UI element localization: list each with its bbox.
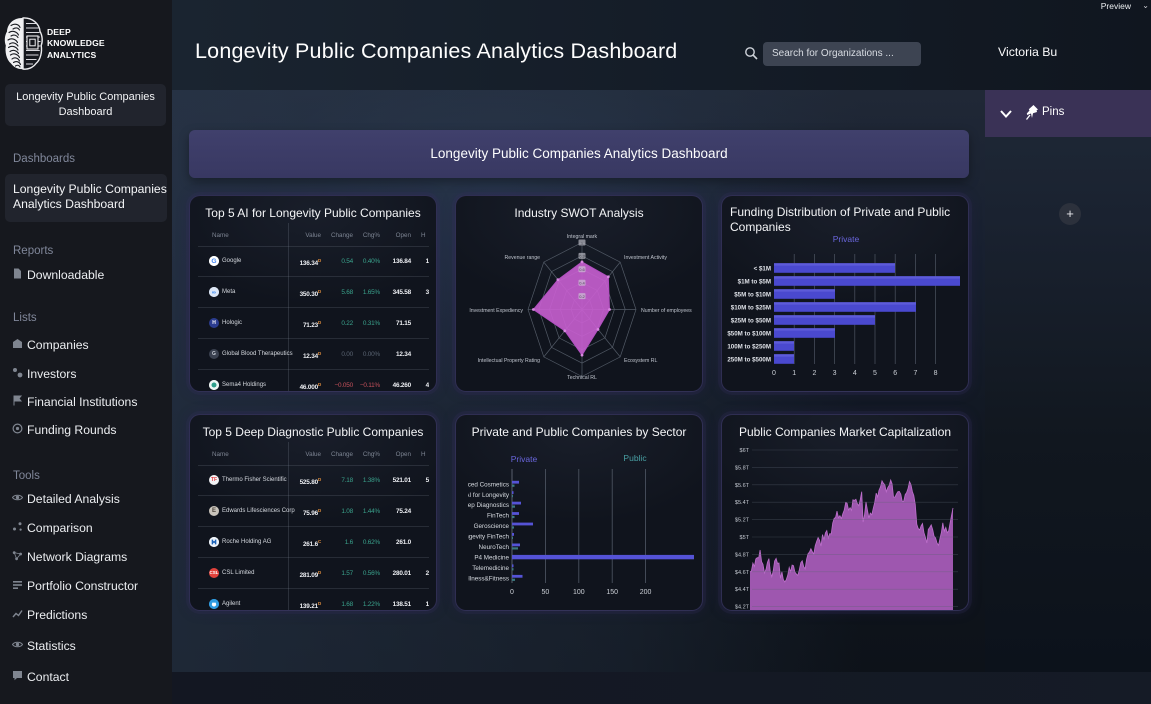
svg-text:$50M to $100M: $50M to $100M: [727, 331, 771, 338]
svg-text:6: 6: [893, 370, 897, 377]
svg-text:Ecosystem RL: Ecosystem RL: [624, 358, 658, 364]
svg-text:Investment Activity: Investment Activity: [624, 255, 667, 261]
svg-text:$1M to $5M: $1M to $5M: [738, 279, 771, 286]
svg-text:2: 2: [812, 370, 816, 377]
svg-text:Technical RL: Technical RL: [567, 375, 597, 381]
svg-text:0.6: 0.6: [579, 267, 585, 272]
svg-text:$5.4T: $5.4T: [735, 500, 750, 506]
svg-text:Public: Public: [623, 453, 647, 463]
svg-text:Telemedicine: Telemedicine: [472, 565, 509, 572]
svg-text:NeuroTech: NeuroTech: [479, 544, 510, 551]
svg-text:0.2: 0.2: [579, 294, 585, 299]
svg-text:P4 Medicine: P4 Medicine: [474, 554, 509, 561]
svg-text:$5.2T: $5.2T: [735, 518, 750, 524]
svg-text:Wellness&Fitness: Wellness&Fitness: [459, 575, 509, 582]
svg-text:4: 4: [853, 370, 857, 377]
svg-text:$4.8T: $4.8T: [735, 552, 750, 558]
svg-text:250M to $500M: 250M to $500M: [727, 357, 771, 364]
svg-text:5: 5: [873, 370, 877, 377]
svg-text:Advanced Cosmetics: Advanced Cosmetics: [456, 481, 509, 488]
svg-text:AI for Longevity: AI for Longevity: [465, 492, 510, 499]
svg-text:50: 50: [542, 589, 550, 596]
svg-text:$5M to $10M: $5M to $10M: [734, 292, 771, 299]
svg-text:Private: Private: [833, 234, 860, 244]
svg-text:< $1M: < $1M: [754, 266, 771, 273]
svg-text:$5.8T: $5.8T: [735, 465, 750, 471]
svg-text:$10M to $25M: $10M to $25M: [731, 305, 771, 312]
svg-text:Number of employees: Number of employees: [641, 308, 692, 314]
svg-text:$4.6T: $4.6T: [735, 570, 750, 576]
svg-text:$5T: $5T: [740, 535, 750, 541]
svg-text:Geroscience: Geroscience: [474, 523, 510, 530]
svg-text:8: 8: [934, 370, 938, 377]
svg-text:200: 200: [640, 589, 652, 596]
svg-text:100: 100: [573, 589, 585, 596]
svg-text:Revenue range: Revenue range: [505, 255, 541, 261]
svg-text:$25M to $50M: $25M to $50M: [731, 318, 771, 325]
svg-text:$4.4T: $4.4T: [735, 587, 750, 593]
svg-text:Longevity FinTech: Longevity FinTech: [458, 534, 509, 541]
svg-text:Intellectual Property Rating: Intellectual Property Rating: [478, 358, 540, 364]
svg-text:1: 1: [581, 240, 584, 245]
svg-text:3: 3: [833, 370, 837, 377]
svg-text:100M to $250M: 100M to $250M: [727, 344, 771, 351]
svg-text:150: 150: [606, 589, 618, 596]
svg-text:0: 0: [510, 589, 514, 596]
svg-text:FinTech: FinTech: [487, 513, 510, 520]
svg-text:0.4: 0.4: [579, 281, 585, 286]
svg-text:1: 1: [792, 370, 796, 377]
svg-text:$6T: $6T: [740, 448, 750, 454]
svg-text:Integral mark: Integral mark: [567, 234, 598, 240]
svg-text:∞: ∞: [212, 290, 216, 296]
svg-text:0: 0: [772, 370, 776, 377]
svg-text:Deep Diagnostics: Deep Diagnostics: [460, 502, 509, 509]
svg-text:G: G: [211, 258, 216, 265]
svg-text:7: 7: [913, 370, 917, 377]
svg-text:Private: Private: [511, 454, 538, 464]
svg-text:0.8: 0.8: [579, 254, 585, 259]
svg-text:Investment Expediency: Investment Expediency: [469, 308, 523, 314]
svg-text:$5.6T: $5.6T: [735, 483, 750, 489]
svg-text:$4.2T: $4.2T: [735, 605, 750, 611]
